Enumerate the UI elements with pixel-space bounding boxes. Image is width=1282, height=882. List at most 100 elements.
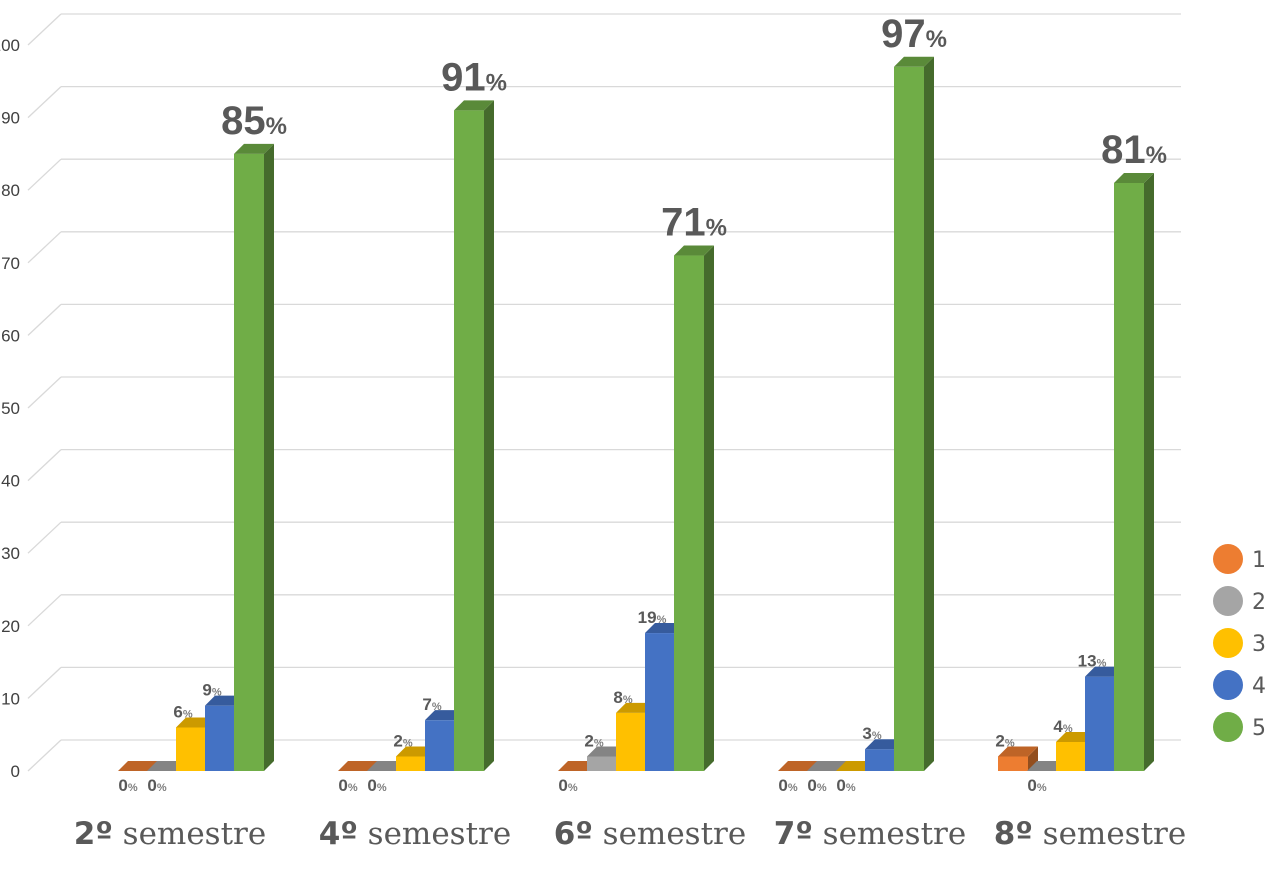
bar-front	[1056, 741, 1086, 771]
data-label: 2%	[393, 731, 412, 750]
y-axis-ticks: 0 10 20 30 40 50 60 70 80 90 100	[0, 36, 20, 781]
data-label: 9%	[202, 681, 221, 700]
bar-top	[1114, 172, 1154, 183]
legend-item-5: 5	[1213, 712, 1266, 742]
data-label-percent: %	[486, 69, 507, 96]
bar-front	[894, 66, 924, 771]
data-label-value: 0	[118, 776, 127, 795]
data-label-value: 19	[638, 608, 657, 627]
bar-4semestre-series-1	[338, 761, 378, 771]
data-label-value: 2	[393, 731, 402, 750]
data-label-value: 0	[558, 776, 567, 795]
bar-front	[587, 756, 617, 771]
legend-item-4: 4	[1213, 670, 1266, 700]
data-label-percent: %	[157, 782, 167, 794]
data-label: 0%	[118, 776, 137, 795]
data-label-percent: %	[1097, 658, 1107, 670]
data-label-percent: %	[266, 113, 287, 140]
category-ordinal: 4º	[319, 816, 358, 852]
data-label-value: 0	[338, 776, 347, 795]
bar-front	[454, 110, 484, 772]
data-label-percent: %	[1146, 142, 1167, 169]
bar-front	[674, 255, 704, 772]
data-label-percent: %	[128, 782, 138, 794]
data-label-percent: %	[817, 782, 827, 794]
bar-6semestre-series-5	[674, 245, 714, 772]
category-word: semestre	[113, 816, 266, 852]
data-label: 91%	[441, 55, 507, 99]
bar-side	[924, 56, 934, 771]
data-label: 13%	[1078, 652, 1107, 671]
data-label: 0%	[778, 776, 797, 795]
data-label-value: 0	[147, 776, 156, 795]
data-label-value: 91	[441, 55, 486, 99]
data-label: 4%	[1053, 717, 1072, 736]
data-label: 0%	[836, 776, 855, 795]
data-label: 97%	[881, 12, 947, 56]
data-label-value: 97	[881, 12, 926, 56]
legend-marker	[1213, 586, 1243, 616]
y-tick-label: 0	[11, 762, 20, 781]
data-label-percent: %	[872, 730, 882, 742]
gridlines	[27, 13, 1181, 772]
data-label-value: 81	[1101, 128, 1146, 172]
bar-front	[234, 153, 264, 771]
bar-front	[865, 749, 895, 771]
bar-front	[645, 633, 675, 771]
bar-front	[616, 712, 646, 771]
data-label: 0%	[147, 776, 166, 795]
y-tick-label: 30	[1, 544, 20, 563]
data-label-percent: %	[348, 782, 358, 794]
legend-label: 2	[1252, 590, 1266, 615]
legend-item-3: 3	[1213, 628, 1266, 658]
data-label-percent: %	[377, 782, 387, 794]
y-tick-label: 80	[1, 181, 20, 200]
category-ordinal: 6º	[554, 816, 593, 852]
y-tick-label: 20	[1, 617, 20, 636]
data-label-percent: %	[403, 737, 413, 749]
gridline-depth	[27, 303, 62, 336]
data-label: 0%	[807, 776, 826, 795]
x-axis-categories: 2º semestre 4º semestre 6º semestre 7º seme…	[74, 816, 1186, 852]
data-label: 2%	[584, 731, 603, 750]
data-label-value: 0	[807, 776, 816, 795]
data-label-percent: %	[788, 782, 798, 794]
data-label-value: 0	[836, 776, 845, 795]
category-word: semestre	[358, 816, 511, 852]
data-label: 71%	[661, 201, 727, 245]
gridline-depth	[27, 158, 62, 191]
category-word: semestre	[593, 816, 746, 852]
legend-marker	[1213, 544, 1243, 574]
data-label: 2%	[995, 731, 1014, 750]
data-label-percent: %	[568, 782, 578, 794]
gridline-depth	[27, 739, 62, 772]
data-label: 85%	[221, 99, 287, 143]
data-label-value: 2	[584, 731, 593, 750]
gridline-depth	[27, 86, 62, 119]
data-label-percent: %	[212, 687, 222, 699]
category-ordinal: 7º	[774, 816, 813, 852]
bar-top	[118, 761, 158, 771]
bar-top	[807, 761, 847, 771]
data-label-value: 6	[173, 702, 182, 721]
data-label-percent: %	[183, 708, 193, 720]
legend-label: 1	[1252, 548, 1266, 573]
bar-7semestre-series-2	[807, 761, 847, 771]
data-label: 6%	[173, 702, 192, 721]
legend-marker	[1213, 670, 1243, 700]
data-label: 81%	[1101, 128, 1167, 172]
bar-front	[176, 727, 206, 771]
legend-marker	[1213, 628, 1243, 658]
bars	[118, 56, 1154, 772]
data-label-value: 4	[1053, 717, 1063, 736]
data-label-percent: %	[1037, 782, 1047, 794]
legend-label: 3	[1252, 632, 1266, 657]
y-tick-label: 100	[0, 36, 20, 55]
bar-side	[264, 143, 274, 771]
bar-side	[1144, 172, 1154, 771]
x-category-label: 2º semestre	[74, 816, 266, 852]
data-label-value: 0	[778, 776, 787, 795]
bar-side	[704, 245, 714, 772]
category-ordinal: 2º	[74, 816, 113, 852]
